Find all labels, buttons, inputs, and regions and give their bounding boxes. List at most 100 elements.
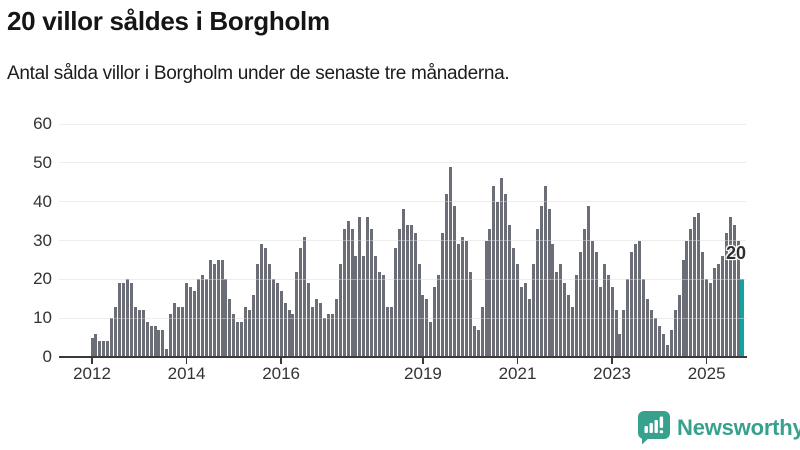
bar [449,166,453,357]
bar [145,322,149,357]
bar [677,294,681,357]
bar [500,178,504,357]
bar [571,306,575,357]
bar [106,341,110,357]
gridline-overlay [59,201,746,203]
y-axis-tick-label: 60 [33,114,52,133]
chart-subtitle: Antal sålda villor i Borgholm under de s… [7,63,510,84]
bar [638,240,642,357]
bar [322,318,326,357]
x-axis-tick-label: 2014 [167,364,206,383]
bar [701,252,705,357]
bar [102,341,106,357]
bar [456,244,460,357]
bar [118,283,122,357]
bar [614,310,618,357]
bar [405,224,409,357]
bar [681,259,685,357]
bar [189,287,192,357]
bar [236,322,240,357]
bar [370,228,374,357]
bar [326,314,330,357]
y-axis-tick-label: 30 [33,230,52,250]
bar [161,329,165,357]
bar [468,271,472,357]
x-axis-tick-label: 2012 [73,364,111,383]
bar [279,290,283,357]
bar [610,287,614,357]
bar [389,306,393,357]
bar [252,294,256,357]
bar [429,322,433,357]
bar [732,224,736,357]
bar [173,302,177,357]
x-axis-tick-label: 2023 [593,364,631,383]
bar [484,240,488,357]
gridline [59,123,746,125]
bar [204,279,208,357]
bar [315,298,319,357]
bar [555,271,559,357]
bar [649,310,653,357]
bar [338,263,342,357]
bar [685,240,689,357]
x-axis-tick [516,358,519,364]
x-axis-tick-label: 2019 [404,364,442,383]
bar [401,209,405,357]
bar [519,287,523,357]
bar [291,314,295,357]
bar [110,318,114,357]
newsworthy-logo-icon [638,411,670,445]
chart-title: 20 villor såldes i Borgholm [7,6,330,36]
bar [122,283,126,357]
bar [646,298,650,357]
brand-logo[interactable]: Newsworthy [638,411,800,445]
bar [299,248,303,357]
bar [165,349,169,357]
bar [693,217,697,357]
gridline [59,162,746,164]
bar [342,228,346,357]
bar [504,193,508,357]
y-axis-tick-label: 40 [33,191,52,211]
bar [634,244,638,357]
bar [177,306,181,357]
x-axis-line [59,356,747,358]
bar [724,232,728,357]
bar [496,201,500,357]
x-axis-tick [280,358,282,364]
bar [244,306,248,357]
bar [181,306,185,357]
bar [397,228,401,357]
bar [358,217,362,357]
bar [192,290,196,357]
bar [488,228,492,357]
bar [319,302,323,357]
bar [90,337,94,357]
bar [697,213,701,357]
y-axis-tick-label: 10 [33,308,52,328]
brand-name: Newsworthy [677,415,800,440]
bar [559,263,563,357]
bar [736,240,740,357]
bar [346,221,350,357]
bar [728,217,732,357]
bar [378,271,382,357]
bar [224,279,228,357]
bar [626,279,630,357]
bar [476,329,480,357]
bar [334,298,338,357]
bar [240,322,244,357]
bar [382,275,386,357]
bar [94,333,98,357]
bar [508,224,512,357]
highlighted-bar [739,279,745,357]
bar [590,240,594,357]
bar [157,329,161,357]
bar [657,325,661,357]
bar [563,283,567,357]
bar [259,244,263,357]
bar [689,228,693,357]
